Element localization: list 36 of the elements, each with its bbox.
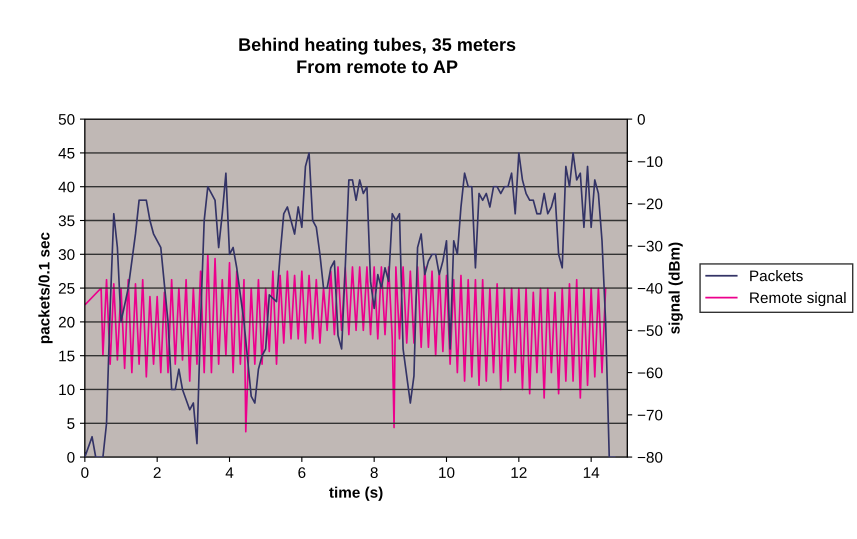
x-tick-label: 4 — [226, 467, 234, 478]
y-axis-title: packets/0.1 sec — [38, 232, 53, 344]
line-series — [84, 253, 606, 433]
y2-tick-label: −40 — [638, 282, 662, 294]
y-tick-label: 0 — [67, 452, 75, 463]
y-tick-label: 20 — [58, 316, 75, 328]
x-tick-label: 2 — [154, 467, 161, 478]
x-tick-label: 12 — [511, 467, 527, 478]
y-tick-label: 5 — [67, 418, 74, 429]
x-tick-label: 10 — [439, 467, 454, 478]
chart-title: Behind heating tubes, 35 meters From remote to AP — [239, 38, 516, 74]
x-tick-label: 14 — [584, 467, 600, 478]
y-tick-label: 35 — [58, 215, 74, 226]
y2-tick-label: −60 — [638, 367, 662, 378]
y2-tick-label: −10 — [638, 156, 662, 168]
y-tick-label: 10 — [59, 384, 75, 396]
line-series — [84, 152, 616, 458]
y-tick-label: 45 — [58, 148, 74, 159]
y2-tick-label: −20 — [638, 198, 662, 210]
y2-axis-title: signal (dBm) — [668, 242, 683, 334]
y-tick-label: 50 — [58, 114, 75, 125]
y-tick-label: 15 — [59, 350, 74, 362]
y-tick-label: 40 — [58, 182, 75, 192]
x-axis-title: time (s) — [329, 486, 382, 501]
x-tick-label: 0 — [81, 467, 88, 478]
x-tick-label: 6 — [298, 467, 306, 478]
legend-label: Packets — [750, 270, 803, 282]
y2-tick-label: −30 — [638, 240, 662, 252]
y2-tick-label: −50 — [638, 325, 662, 336]
y2-tick-label: 0 — [638, 114, 645, 125]
x-tick-label: 8 — [370, 467, 378, 478]
y-tick-label: 30 — [58, 249, 75, 260]
y-tick-label: 25 — [58, 282, 74, 294]
y2-tick-label: −70 — [638, 410, 662, 421]
legend-label: Remote signal — [750, 292, 846, 306]
y2-tick-label: −80 — [638, 452, 662, 463]
